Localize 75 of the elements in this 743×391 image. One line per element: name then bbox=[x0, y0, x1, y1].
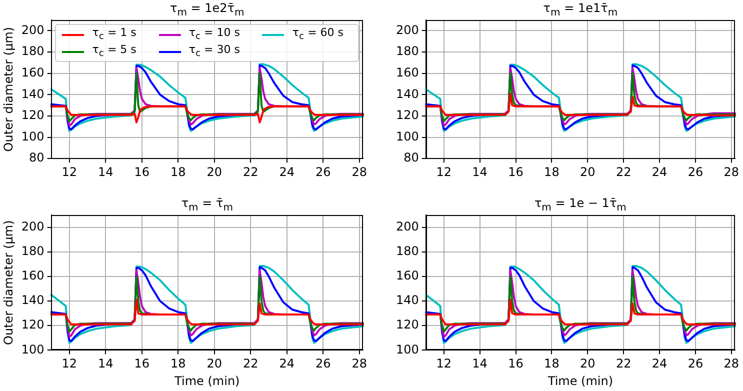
y-tick-label: 140 bbox=[396, 86, 419, 101]
x-tick-label: 24 bbox=[279, 356, 295, 371]
x-tick-label: 24 bbox=[652, 356, 668, 371]
x-tick-label: 16 bbox=[508, 356, 524, 371]
x-tick-label: 12 bbox=[436, 356, 452, 371]
x-tick-label: 14 bbox=[98, 164, 114, 179]
x-tick-label: 18 bbox=[544, 164, 560, 179]
y-tick-label: 200 bbox=[21, 22, 44, 37]
x-tick-label: 26 bbox=[315, 164, 331, 179]
y-tick-label: 160 bbox=[21, 268, 44, 283]
y-tick-label: 160 bbox=[396, 65, 419, 80]
x-tick-label: 14 bbox=[472, 356, 488, 371]
x-tick-label: 28 bbox=[724, 164, 740, 179]
x-tick-label: 18 bbox=[170, 164, 186, 179]
y-axis-title: Outer diameter (μm) bbox=[1, 220, 16, 345]
x-tick-label: 28 bbox=[352, 164, 368, 179]
x-tick-label: 12 bbox=[436, 164, 452, 179]
x-tick-label: 24 bbox=[652, 164, 668, 179]
legend-label: τ$_{c}$ = 60 s bbox=[292, 26, 344, 44]
x-tick-label: 20 bbox=[206, 356, 222, 371]
y-tick-label: 140 bbox=[21, 86, 44, 101]
y-tick-label: 100 bbox=[396, 129, 419, 144]
x-tick-label: 20 bbox=[580, 164, 596, 179]
y-tick-label: 100 bbox=[21, 129, 44, 144]
y-tick-label: 180 bbox=[396, 244, 419, 258]
x-tick-label: 22 bbox=[243, 164, 258, 179]
legend-label: τ$_{c}$ = 30 s bbox=[188, 43, 240, 60]
x-tick-label: 26 bbox=[688, 164, 704, 179]
x-axis-title: Time (min) bbox=[546, 374, 614, 388]
x-tick-label: 28 bbox=[352, 356, 368, 371]
x-tick-label: 20 bbox=[206, 164, 222, 179]
y-tick-label: 140 bbox=[396, 293, 419, 308]
x-tick-label: 26 bbox=[315, 356, 331, 371]
chart-title: τ$_{m}$ = 1e1τ̄$_{m}$ bbox=[542, 1, 619, 18]
y-tick-label: 120 bbox=[396, 318, 419, 332]
y-tick-label: 160 bbox=[396, 268, 419, 283]
y-tick-label: 100 bbox=[21, 342, 44, 356]
x-tick-label: 16 bbox=[134, 356, 150, 371]
chart-title: τ$_{m}$ = τ̄$_{m}$ bbox=[180, 196, 234, 214]
x-tick-label: 20 bbox=[580, 356, 596, 371]
x-tick-label: 28 bbox=[724, 356, 740, 371]
y-tick-label: 120 bbox=[396, 108, 419, 122]
x-tick-label: 22 bbox=[243, 356, 258, 371]
x-tick-label: 16 bbox=[134, 164, 150, 179]
y-tick-label: 80 bbox=[404, 150, 419, 165]
x-tick-label: 18 bbox=[170, 356, 186, 371]
y-tick-label: 180 bbox=[21, 44, 44, 58]
x-tick-label: 12 bbox=[62, 356, 78, 371]
x-tick-label: 24 bbox=[279, 164, 295, 179]
y-tick-label: 80 bbox=[29, 150, 44, 165]
x-axis-title: Time (min) bbox=[174, 374, 240, 388]
legend-label: τ$_{c}$ = 5 s bbox=[92, 43, 136, 60]
x-tick-label: 22 bbox=[616, 356, 632, 371]
y-axis-title: Outer diameter (μm) bbox=[1, 26, 16, 152]
y-tick-label: 200 bbox=[396, 22, 419, 37]
x-tick-label: 26 bbox=[688, 356, 704, 371]
y-tick-label: 100 bbox=[396, 342, 419, 356]
y-tick-label: 160 bbox=[21, 65, 44, 80]
x-tick-label: 22 bbox=[616, 164, 632, 179]
legend-label: τ$_{c}$ = 1 s bbox=[92, 26, 136, 44]
x-tick-label: 12 bbox=[62, 164, 78, 179]
x-tick-label: 14 bbox=[472, 164, 488, 179]
x-tick-label: 14 bbox=[98, 356, 114, 371]
chart-title: τ$_{m}$ = 1e2τ̄$_{m}$ bbox=[168, 1, 246, 18]
chart-title: τ$_{m}$ = 1e − 1τ̄$_{m}$ bbox=[533, 196, 628, 214]
legend-label: τ$_{c}$ = 10 s bbox=[188, 26, 240, 44]
y-tick-label: 120 bbox=[21, 318, 44, 332]
y-tick-label: 180 bbox=[396, 44, 419, 58]
y-tick-label: 200 bbox=[21, 219, 44, 234]
y-tick-label: 200 bbox=[396, 219, 419, 234]
x-tick-label: 16 bbox=[508, 164, 524, 179]
y-tick-label: 120 bbox=[21, 108, 44, 122]
y-tick-label: 180 bbox=[21, 244, 44, 258]
x-tick-label: 18 bbox=[544, 356, 560, 371]
y-tick-label: 140 bbox=[21, 293, 44, 308]
